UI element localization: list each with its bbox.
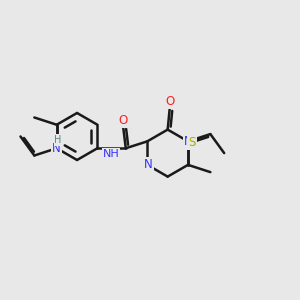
Text: H: H <box>54 135 62 145</box>
Text: S: S <box>188 136 196 149</box>
Text: N: N <box>52 142 61 155</box>
Text: N: N <box>184 135 192 148</box>
Text: O: O <box>165 95 174 108</box>
Text: O: O <box>118 114 128 127</box>
Text: NH: NH <box>103 149 119 159</box>
Text: N: N <box>144 158 153 171</box>
